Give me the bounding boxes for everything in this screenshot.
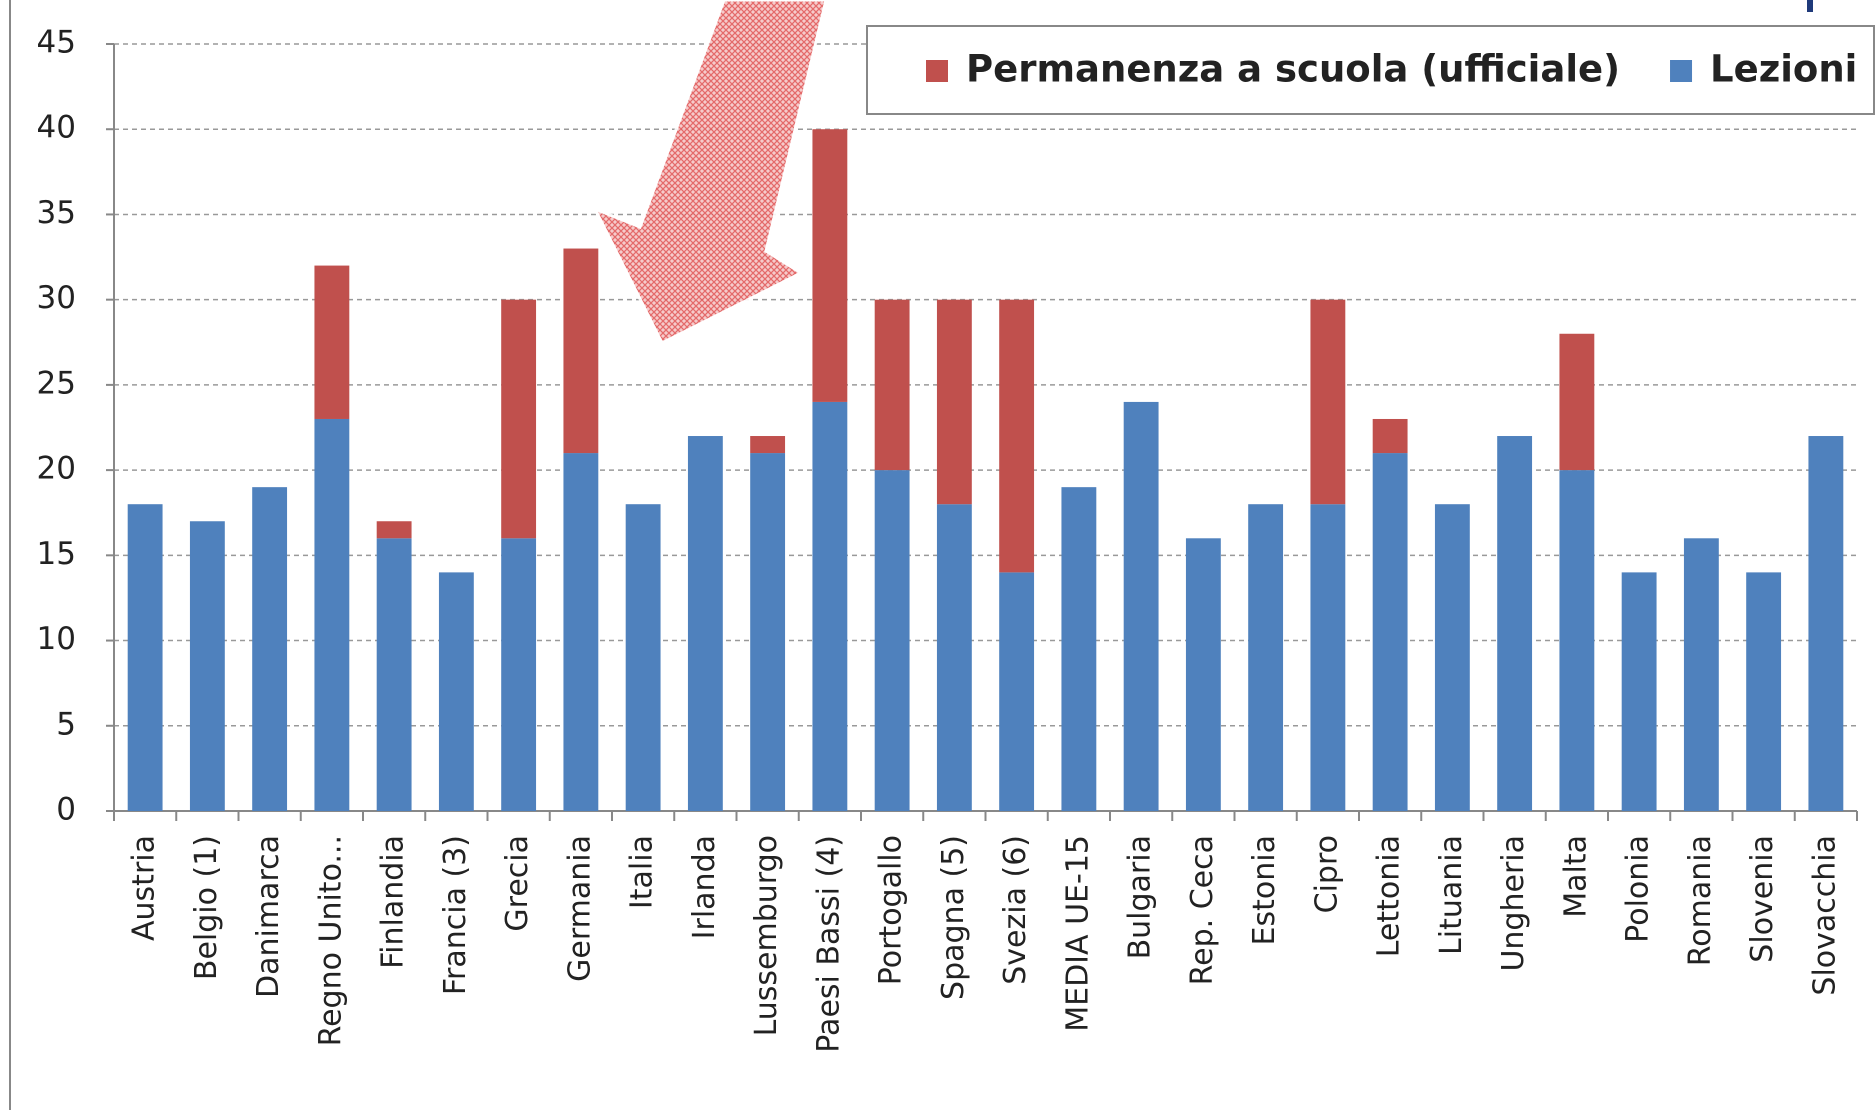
- bar-segment: [1185, 538, 1221, 811]
- bar-segment: [874, 299, 910, 471]
- x-tick-label: Regno Unito...: [313, 835, 348, 1046]
- bar-segment: [1683, 538, 1719, 811]
- y-tick-label: 40: [37, 110, 76, 146]
- bar-segment: [1061, 487, 1097, 811]
- bar-segment: [314, 265, 350, 419]
- bar-segment: [936, 299, 972, 505]
- bar-segment: [1621, 572, 1657, 811]
- x-tick-label: Slovenia: [1745, 835, 1780, 963]
- y-tick-label: 5: [56, 706, 76, 742]
- y-tick-label: 10: [37, 621, 76, 657]
- legend-label: Lezioni: [1710, 48, 1857, 91]
- bar-segment: [1310, 504, 1346, 811]
- x-tick-label: Ungheria: [1496, 835, 1531, 972]
- bar-segment: [563, 453, 599, 811]
- y-tick-label: 30: [37, 280, 76, 316]
- bar-segment: [750, 436, 786, 454]
- x-tick-label: Polonia: [1621, 835, 1656, 943]
- x-tick-label: Svezia (6): [998, 835, 1033, 985]
- x-tick-label: Portogallo: [874, 835, 909, 985]
- bar-segment: [1434, 504, 1470, 811]
- bar-segment: [687, 436, 723, 811]
- x-tick-label: Bulgaria: [1123, 835, 1158, 959]
- plot-area: 0 5 10 15 20 25 30 35 40 45 Austria Belgio (1) Danim…: [37, 25, 1858, 1053]
- bar-segment: [1310, 299, 1346, 505]
- legend-swatch: [1670, 60, 1693, 82]
- x-tick-label: Lettonia: [1372, 835, 1407, 957]
- x-tick-label: Germania: [562, 835, 597, 982]
- y-tick-label: 20: [37, 451, 76, 487]
- bar-segment: [501, 538, 537, 811]
- bar-segment: [1372, 453, 1408, 811]
- legend: Permanenza a scuola (ufficiale) Lezioni: [926, 48, 1857, 91]
- y-tick-label: 25: [37, 365, 76, 401]
- bar-segment: [1559, 333, 1595, 471]
- x-tick-label: Italia: [625, 835, 660, 909]
- bar-segment: [376, 521, 412, 539]
- bar-segment: [999, 572, 1035, 811]
- x-tick-label: Finlandia: [376, 835, 411, 969]
- bar-segment: [252, 487, 288, 811]
- bar-segment: [936, 504, 972, 811]
- x-tick-label: Malta: [1558, 835, 1593, 918]
- bar-segment: [438, 572, 474, 811]
- x-tick-label: Austria: [127, 835, 162, 941]
- x-tick-label: Irlanda: [687, 835, 722, 939]
- bar-segment: [1123, 401, 1159, 811]
- x-tick-label: Danimarca: [251, 835, 286, 998]
- bar-segment: [1808, 436, 1844, 811]
- x-tick-label: Lituania: [1434, 835, 1469, 955]
- x-tick-label: Rep. Ceca: [1185, 835, 1220, 985]
- bar-segment: [999, 299, 1035, 573]
- bar-segment: [812, 401, 848, 811]
- y-tick-label: 35: [37, 195, 76, 231]
- bar-segment: [1497, 436, 1533, 811]
- bar-segment: [376, 538, 412, 811]
- x-tick-label: Romania: [1683, 835, 1718, 966]
- bar-segment: [501, 299, 537, 539]
- bar-segment: [1372, 418, 1408, 454]
- legend-swatch: [926, 60, 948, 82]
- bar-segment: [1746, 572, 1782, 811]
- bar-segment: [812, 129, 848, 402]
- x-tick-label: Cipro: [1309, 835, 1344, 913]
- bar-segment: [189, 521, 225, 811]
- x-tick-label: Estonia: [1247, 835, 1282, 945]
- y-tick-label: 15: [37, 536, 76, 572]
- legend-label: Permanenza a scuola (ufficiale): [966, 48, 1620, 91]
- x-tick-label: Lussemburgo: [749, 835, 784, 1036]
- bar-segment: [625, 504, 661, 811]
- bar-segment: [1248, 504, 1284, 811]
- x-tick-label: Belgio (1): [189, 835, 224, 980]
- y-tick-label: 45: [37, 25, 76, 61]
- bar-segment: [314, 418, 350, 811]
- x-tick-label: MEDIA UE-15: [1060, 835, 1095, 1032]
- bar-segment: [563, 248, 599, 454]
- bar-segment: [750, 453, 786, 811]
- x-tick-label: Grecia: [500, 835, 535, 932]
- x-tick-label: Spagna (5): [936, 835, 971, 1000]
- bar-segment: [127, 504, 163, 811]
- bar-segment: [874, 470, 910, 811]
- x-tick-label: Francia (3): [438, 835, 473, 995]
- y-tick-label: 0: [56, 792, 76, 828]
- bar-segment: [1559, 470, 1595, 811]
- x-tick-label: Paesi Bassi (4): [811, 835, 846, 1053]
- legend-box: [866, 25, 1875, 115]
- arrow-decoration: [591, 0, 828, 346]
- x-tick-label: Slovacchia: [1807, 835, 1842, 996]
